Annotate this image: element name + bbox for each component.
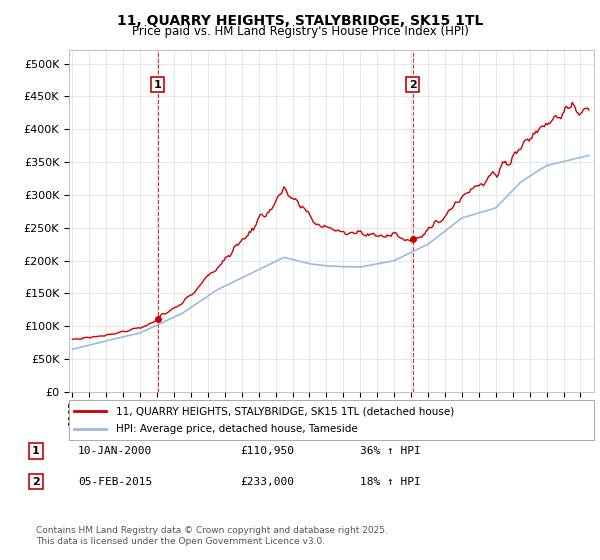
Text: Price paid vs. HM Land Registry's House Price Index (HPI): Price paid vs. HM Land Registry's House … bbox=[131, 25, 469, 38]
Text: 10-JAN-2000: 10-JAN-2000 bbox=[78, 446, 152, 456]
Text: 18% ↑ HPI: 18% ↑ HPI bbox=[360, 477, 421, 487]
Text: £233,000: £233,000 bbox=[240, 477, 294, 487]
Text: 11, QUARRY HEIGHTS, STALYBRIDGE, SK15 1TL: 11, QUARRY HEIGHTS, STALYBRIDGE, SK15 1T… bbox=[117, 14, 483, 28]
Text: 1: 1 bbox=[32, 446, 40, 456]
Text: 11, QUARRY HEIGHTS, STALYBRIDGE, SK15 1TL (detached house): 11, QUARRY HEIGHTS, STALYBRIDGE, SK15 1T… bbox=[116, 407, 455, 417]
Text: 1: 1 bbox=[154, 80, 161, 90]
Text: £110,950: £110,950 bbox=[240, 446, 294, 456]
Text: 05-FEB-2015: 05-FEB-2015 bbox=[78, 477, 152, 487]
Text: HPI: Average price, detached house, Tameside: HPI: Average price, detached house, Tame… bbox=[116, 423, 358, 433]
Text: Contains HM Land Registry data © Crown copyright and database right 2025.
This d: Contains HM Land Registry data © Crown c… bbox=[36, 526, 388, 546]
Text: 2: 2 bbox=[32, 477, 40, 487]
Text: 2: 2 bbox=[409, 80, 416, 90]
Text: 36% ↑ HPI: 36% ↑ HPI bbox=[360, 446, 421, 456]
